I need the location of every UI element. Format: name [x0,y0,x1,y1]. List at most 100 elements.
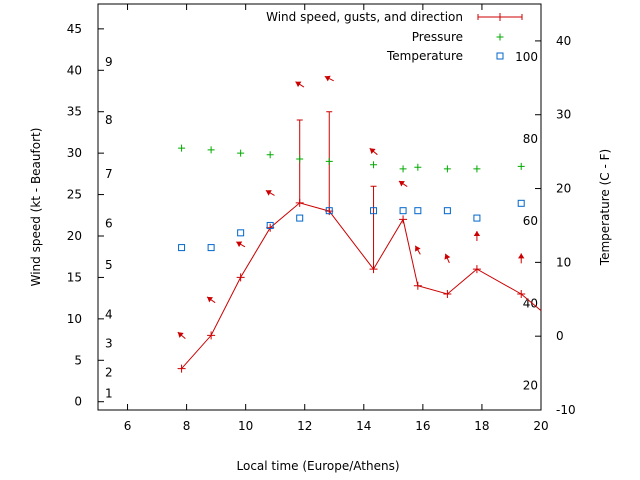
wind-direction-arrow [444,253,451,264]
y2-tick-label: -10 [556,403,576,417]
y-tick-label: 30 [67,146,82,160]
beaufort-label: 5 [105,258,113,272]
wind-speed-point [413,281,422,290]
pressure-point [414,163,422,171]
temperature-point [443,207,451,215]
x-tick-label: 6 [124,419,132,433]
y-tick-label: 5 [74,353,82,367]
beaufort-label: 4 [105,308,113,322]
wind-gust-bar [370,185,377,270]
pressure-point [370,161,378,169]
wind-arrow-head [415,245,421,252]
pressure-point [473,165,481,173]
wind-speed-point [177,364,186,373]
wind-arrow-head [295,81,302,88]
wind-arrow-head [236,241,243,248]
pressure-point [207,146,215,154]
temperature-point [207,244,215,252]
pressure-point [443,165,451,173]
fahrenheit-label: 20 [523,379,538,393]
x-tick-label: 10 [238,419,253,433]
temperature-point [399,207,407,215]
temperature-point [414,207,422,215]
y-tick-label: 0 [74,395,82,409]
y2-tick-label: 30 [556,108,571,122]
wind-direction-arrow [369,147,378,156]
x-axis-title: Local time (Europe/Athens) [237,459,400,473]
x-tick-label: 16 [415,419,430,433]
legend-label: Wind speed, gusts, and direction [266,10,463,24]
beaufort-label: 9 [105,55,113,69]
x-tick-label: 8 [183,419,191,433]
legend-sample-wind [477,13,523,21]
pressure-point [517,162,525,170]
x-tick-label: 18 [474,419,489,433]
wind-arrow-head [324,75,331,82]
pressure-point [399,165,407,173]
beaufort-label: 8 [105,113,113,127]
temperature-point [473,214,481,222]
legend-label: Pressure [412,30,463,44]
plot-frame [97,3,542,411]
y2-axis-title: Temperature (C - F) [598,149,612,266]
temperature-point [370,207,378,215]
y-tick-label: 15 [67,270,82,284]
wind-speed-point [517,290,526,298]
beaufort-label: 3 [105,337,113,351]
temperature-point [266,221,274,229]
temperature-point [517,199,525,207]
beaufort-label: 7 [105,167,113,181]
pressure-point [296,155,304,163]
wind-arrow-head [369,148,376,154]
fahrenheit-label: 60 [523,214,538,228]
pressure-point [237,149,245,157]
wind-arrow-head [177,332,184,338]
y2-tick-label: 40 [556,34,571,48]
wind-arrow-head [265,190,272,196]
y-tick-label: 45 [67,22,82,36]
wind-direction-arrow [295,81,305,88]
x-tick-label: 20 [533,419,548,433]
wind-direction-arrow [236,241,246,248]
y2-tick-label: 0 [556,329,564,343]
y-tick-label: 40 [67,63,82,77]
y-tick-label: 35 [67,105,82,119]
wind-direction-arrow [324,75,334,82]
fahrenheit-label: 100 [515,50,538,64]
wind-direction-arrow [265,189,275,196]
fahrenheit-label: 40 [523,297,538,311]
wind-arrow-head [444,253,451,260]
wind-arrow-head [398,181,405,187]
beaufort-label: 2 [105,366,113,380]
wind-speed-point [236,273,245,282]
y-tick-label: 20 [67,229,82,243]
pressure-point [325,157,333,165]
y-axis-title: Wind speed (kt - Beaufort) [29,128,43,287]
y2-tick-label: 10 [556,255,571,269]
wind-direction-arrow [414,245,421,255]
wind-direction-arrow [518,253,525,264]
y-tick-label: 25 [67,188,82,202]
wind-arrow-head [518,253,525,259]
wind-direction-arrow [398,180,408,187]
temperature-point [325,207,333,215]
beaufort-label: 1 [105,386,113,400]
beaufort-label: 6 [105,217,113,231]
wind-arrow-head [473,231,481,236]
wind-speed-point [207,331,216,340]
wind-direction-arrow [177,331,186,340]
wind-arrow-head [207,296,213,303]
wind-speed-point [399,215,408,224]
wind-direction-arrow [473,231,481,241]
pressure-point [178,144,186,152]
wind-speed-point [443,290,452,298]
x-tick-label: 12 [297,419,312,433]
wind-direction-arrow [206,296,216,304]
temperature-point [296,214,304,222]
legend-label: Temperature [386,49,463,63]
wind-speed-point [472,265,481,274]
y2-tick-label: 20 [556,182,571,196]
pressure-point [266,151,274,159]
